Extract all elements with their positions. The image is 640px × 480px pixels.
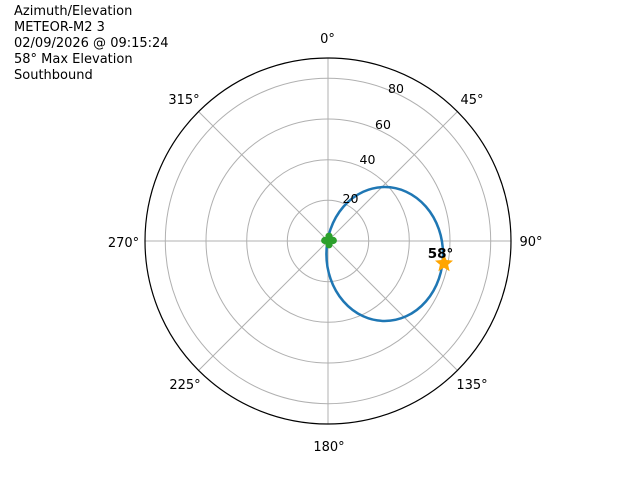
pass-direction: Southbound bbox=[14, 68, 93, 83]
pass-info-panel: Azimuth/Elevation METEOR-M2 3 02/09/2026… bbox=[14, 4, 169, 84]
elevation-ring-20 bbox=[286, 199, 370, 283]
elevation-rings bbox=[164, 77, 492, 405]
elevation-label-60: 60 bbox=[375, 117, 391, 132]
azimuth-label-180: 180° bbox=[313, 440, 344, 455]
azimuth-label-90: 90° bbox=[519, 235, 542, 250]
azimuth-label-0: 0° bbox=[320, 32, 335, 47]
satellite-name: METEOR-M2 3 bbox=[14, 20, 105, 35]
max-elevation-annotation: 58° bbox=[428, 246, 454, 262]
elevation-ring-labels: 20 40 60 80 bbox=[343, 81, 404, 206]
azimuth-label-315: 315° bbox=[168, 93, 199, 108]
azimuth-tick-labels: 0° 45° 90° 135° 180° 225° 270° 315° bbox=[108, 32, 543, 455]
azimuth-label-135: 135° bbox=[456, 378, 487, 393]
star-marker-icon bbox=[435, 254, 453, 272]
azimuth-label-270: 270° bbox=[108, 236, 139, 251]
max-elevation-text: 58° Max Elevation bbox=[14, 52, 133, 67]
elevation-ring-40 bbox=[246, 159, 410, 323]
elevation-label-20: 20 bbox=[343, 191, 359, 206]
elevation-label-40: 40 bbox=[360, 152, 376, 167]
clover-marker-icon bbox=[321, 232, 337, 249]
elevation-ring-80 bbox=[164, 77, 492, 405]
elevation-label-80: 80 bbox=[388, 81, 404, 96]
elevation-ring-60 bbox=[205, 118, 451, 364]
satellite-track bbox=[325, 185, 445, 323]
pass-timestamp: 02/09/2026 @ 09:15:24 bbox=[14, 36, 169, 51]
azimuth-label-225: 225° bbox=[169, 378, 200, 393]
azimuth-label-45: 45° bbox=[460, 93, 483, 108]
horizon-circle bbox=[144, 57, 512, 425]
plot-title: Azimuth/Elevation bbox=[14, 4, 133, 19]
